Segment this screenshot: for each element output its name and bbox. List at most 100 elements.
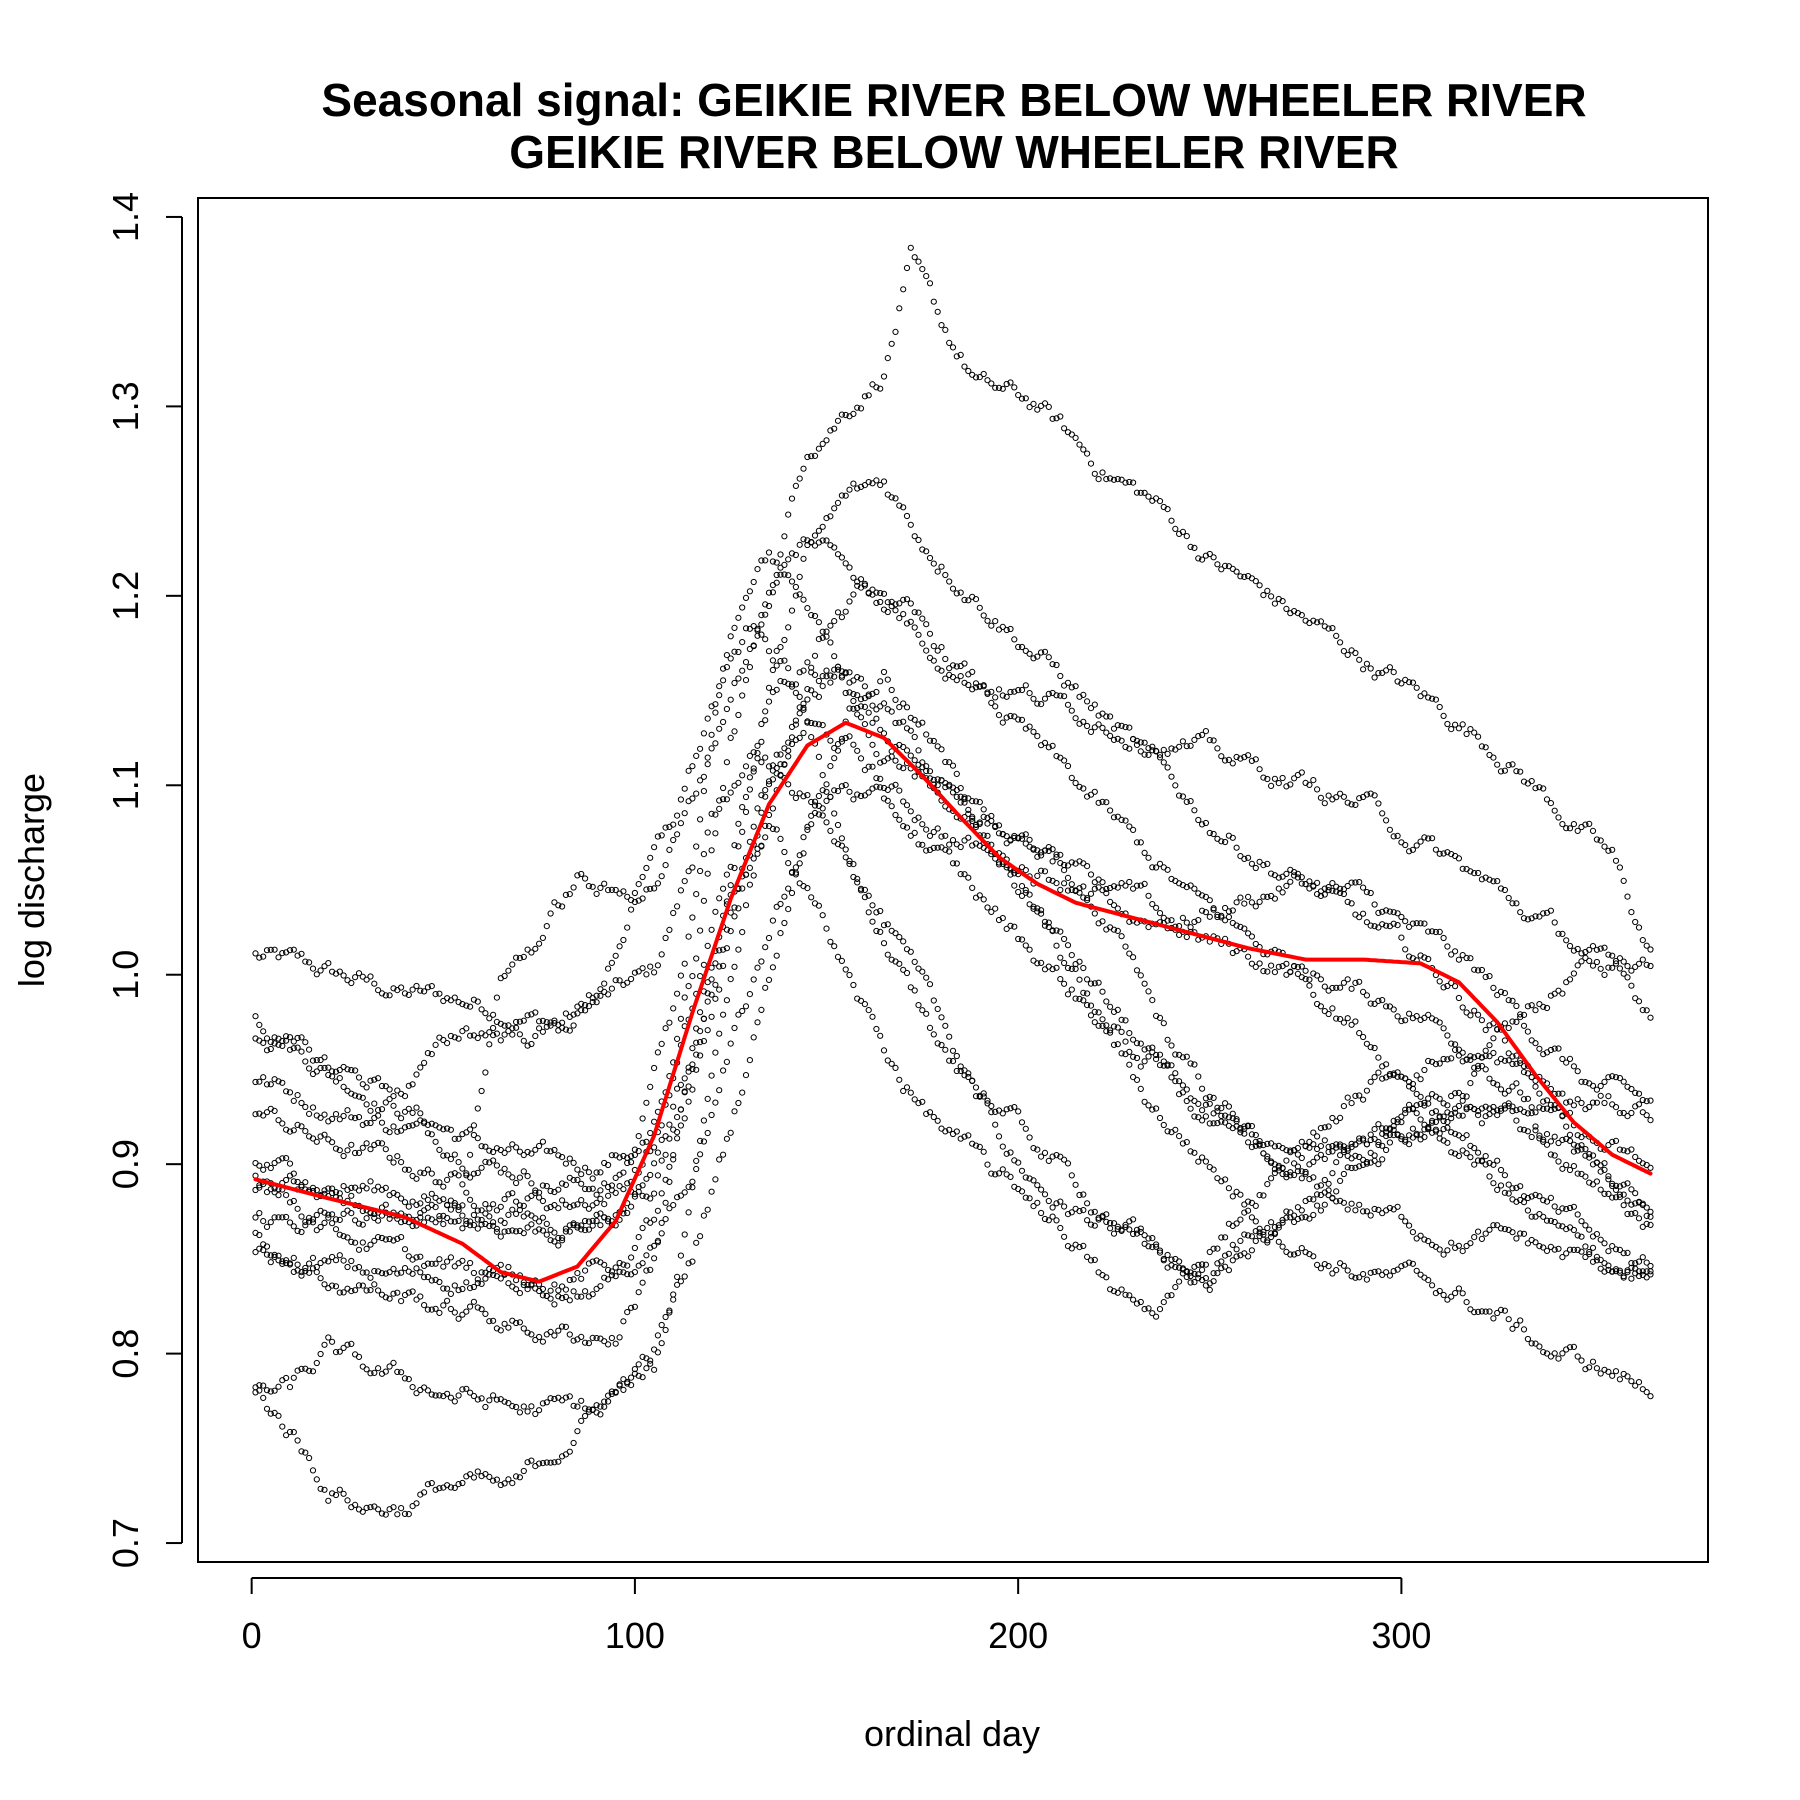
data-point — [451, 1309, 458, 1316]
data-point — [390, 1237, 397, 1244]
data-point — [884, 921, 891, 928]
data-point — [263, 1161, 271, 1168]
data-point — [1022, 395, 1029, 402]
data-point — [754, 1019, 761, 1026]
data-point — [378, 1106, 386, 1113]
data-point — [1176, 1278, 1183, 1285]
data-point — [961, 871, 968, 878]
data-point — [1314, 1145, 1321, 1153]
data-point — [1517, 768, 1524, 775]
data-point — [1570, 1246, 1578, 1254]
data-point — [516, 955, 524, 962]
data-point — [1425, 1277, 1432, 1284]
data-point — [716, 986, 723, 993]
data-point — [808, 538, 815, 546]
data-point — [1149, 1106, 1156, 1113]
data-point — [1360, 910, 1367, 917]
data-point — [597, 1210, 604, 1217]
data-point — [352, 1184, 359, 1191]
data-point — [1482, 1066, 1489, 1073]
data-point — [750, 765, 757, 772]
data-point — [524, 1148, 531, 1156]
data-point — [888, 708, 895, 715]
data-point — [685, 1183, 692, 1191]
data-point — [811, 798, 819, 805]
data-point — [493, 1207, 500, 1214]
data-point — [1409, 679, 1417, 686]
data-point — [1543, 1105, 1551, 1112]
data-point — [578, 1417, 585, 1425]
data-point — [1057, 976, 1064, 983]
data-point — [601, 1261, 608, 1268]
data-point — [363, 1140, 370, 1147]
data-point — [1122, 817, 1129, 824]
data-point — [1229, 907, 1236, 914]
data-point — [605, 1161, 612, 1169]
data-point — [923, 273, 930, 280]
data-point — [1141, 751, 1148, 758]
data-point — [639, 1353, 646, 1361]
data-point — [1386, 923, 1394, 930]
data-point — [1264, 1140, 1271, 1148]
data-point — [911, 829, 918, 837]
data-point — [1137, 972, 1144, 979]
data-point — [1647, 946, 1654, 953]
data-point — [1294, 1204, 1302, 1211]
data-point — [455, 1172, 462, 1179]
data-point — [1179, 738, 1187, 745]
data-point — [1413, 1267, 1420, 1274]
data-point — [1153, 864, 1160, 871]
data-point — [1467, 868, 1474, 875]
data-point — [834, 551, 842, 558]
data-point — [539, 1197, 547, 1205]
data-point — [631, 1269, 639, 1276]
data-point — [949, 344, 957, 351]
data-point — [1275, 1224, 1282, 1231]
data-point — [574, 1270, 581, 1277]
data-point — [290, 1178, 297, 1185]
data-point — [1202, 1113, 1210, 1120]
data-point — [286, 1128, 294, 1135]
data-point — [1141, 1058, 1148, 1065]
data-point — [930, 643, 937, 650]
data-point — [298, 1365, 305, 1373]
data-point — [1501, 1090, 1509, 1097]
data-point — [1379, 1156, 1386, 1163]
data-point — [1268, 962, 1275, 969]
data-point — [283, 1192, 290, 1199]
data-point — [995, 859, 1003, 866]
data-point — [601, 1403, 608, 1410]
data-point — [1034, 733, 1041, 740]
data-point — [275, 1214, 282, 1221]
data-point — [1076, 1191, 1083, 1199]
data-point — [995, 822, 1003, 829]
data-point — [804, 792, 811, 799]
data-point — [585, 1205, 593, 1212]
data-point — [432, 991, 439, 998]
data-point — [1156, 498, 1164, 505]
data-point — [1605, 951, 1612, 958]
data-point — [720, 1011, 727, 1018]
data-point — [1643, 1098, 1650, 1105]
data-point — [612, 1388, 619, 1396]
data-point — [919, 615, 926, 622]
data-point — [1195, 816, 1202, 824]
data-point — [1352, 1164, 1359, 1171]
data-point — [1551, 990, 1558, 997]
data-point — [1367, 889, 1374, 897]
data-point — [417, 1386, 424, 1394]
data-point — [1463, 1009, 1470, 1016]
data-point — [1563, 1099, 1570, 1106]
data-point — [1352, 1092, 1359, 1100]
data-point — [995, 830, 1003, 837]
data-point — [298, 1269, 305, 1276]
data-point — [1302, 976, 1309, 983]
data-point — [382, 1201, 389, 1208]
data-point — [1237, 1191, 1244, 1198]
data-point — [1425, 955, 1432, 963]
data-point — [869, 480, 876, 487]
data-point — [1118, 1286, 1125, 1293]
data-point — [1321, 1137, 1328, 1144]
data-point — [785, 511, 792, 518]
data-point — [1559, 930, 1566, 938]
